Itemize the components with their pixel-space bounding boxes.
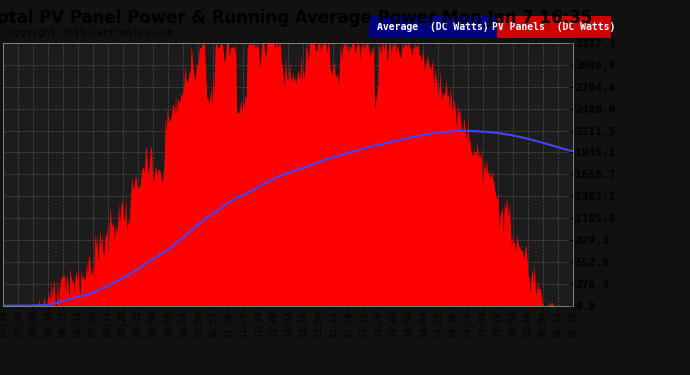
Text: Copyright 2013 Cartronics.com: Copyright 2013 Cartronics.com [3, 28, 174, 38]
Text: PV Panels  (DC Watts): PV Panels (DC Watts) [492, 22, 615, 32]
Text: Average  (DC Watts): Average (DC Watts) [377, 22, 489, 32]
Text: Total PV Panel Power & Running Average Power Mon Jan 7 16:35: Total PV Panel Power & Running Average P… [0, 9, 592, 27]
